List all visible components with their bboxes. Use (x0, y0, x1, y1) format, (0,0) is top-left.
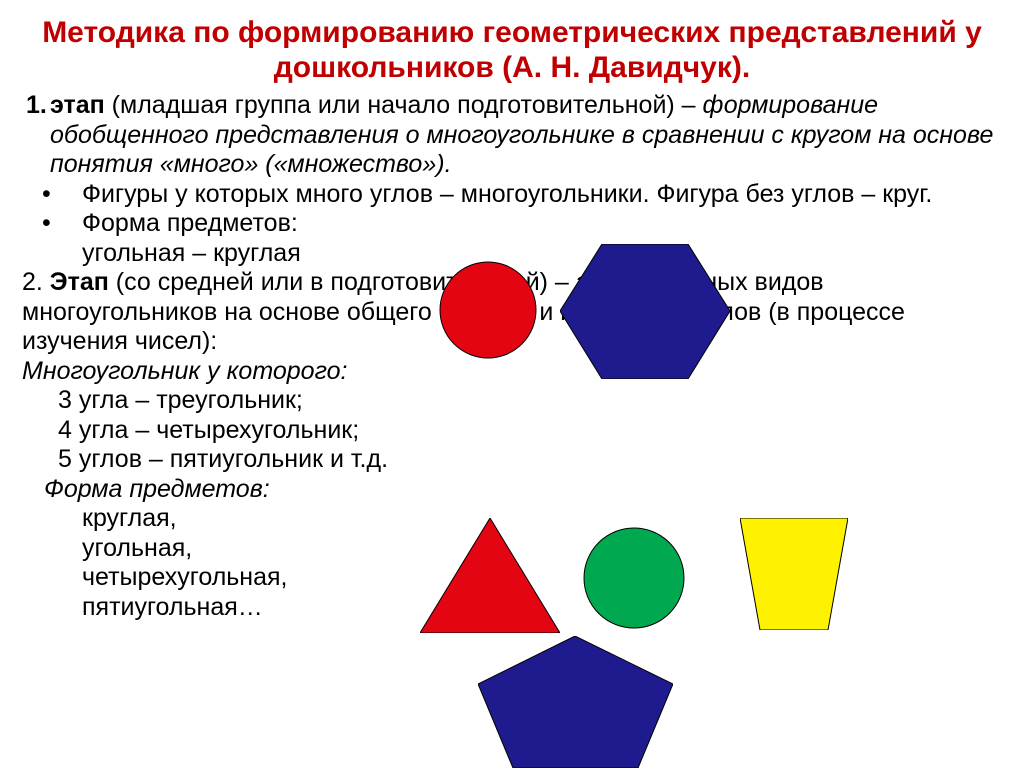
poly-line-1: 3 угла – треугольник; (58, 386, 1002, 416)
stage-1-tail: (младшая группа или начало подготовитель… (105, 91, 703, 119)
circle-green-icon (582, 526, 686, 630)
bullet-2b: угольная – круглая (82, 239, 1002, 269)
bullet-1: Фигуры у которых много углов – многоугол… (82, 180, 1002, 210)
trapezoid-icon (740, 518, 848, 630)
poly-line-3: 5 углов – пятиугольник и т.д. (58, 445, 1002, 475)
poly-line-2: 4 угла – четырехугольник; (58, 416, 1002, 446)
stage-1-marker: 1. (26, 91, 47, 121)
hexagon-icon (560, 244, 730, 379)
triangle-icon (420, 518, 560, 633)
stage-2-marker: 2. (22, 268, 50, 296)
stage-2-label: Этап (50, 268, 109, 296)
stage-1-label: этап (50, 91, 105, 119)
form-heading: Форма предметов: (44, 475, 1002, 505)
bullet-2a: Форма предметов: (82, 209, 1002, 239)
pentagon-icon (478, 636, 673, 768)
polygon-heading: Многоугольник у которого: (22, 357, 1002, 387)
slide-title: Методика по формированию геометрических … (22, 16, 1002, 85)
stage-1: 1. этап (младшая группа или начало подго… (50, 91, 1002, 180)
circle-red-icon (438, 260, 538, 360)
